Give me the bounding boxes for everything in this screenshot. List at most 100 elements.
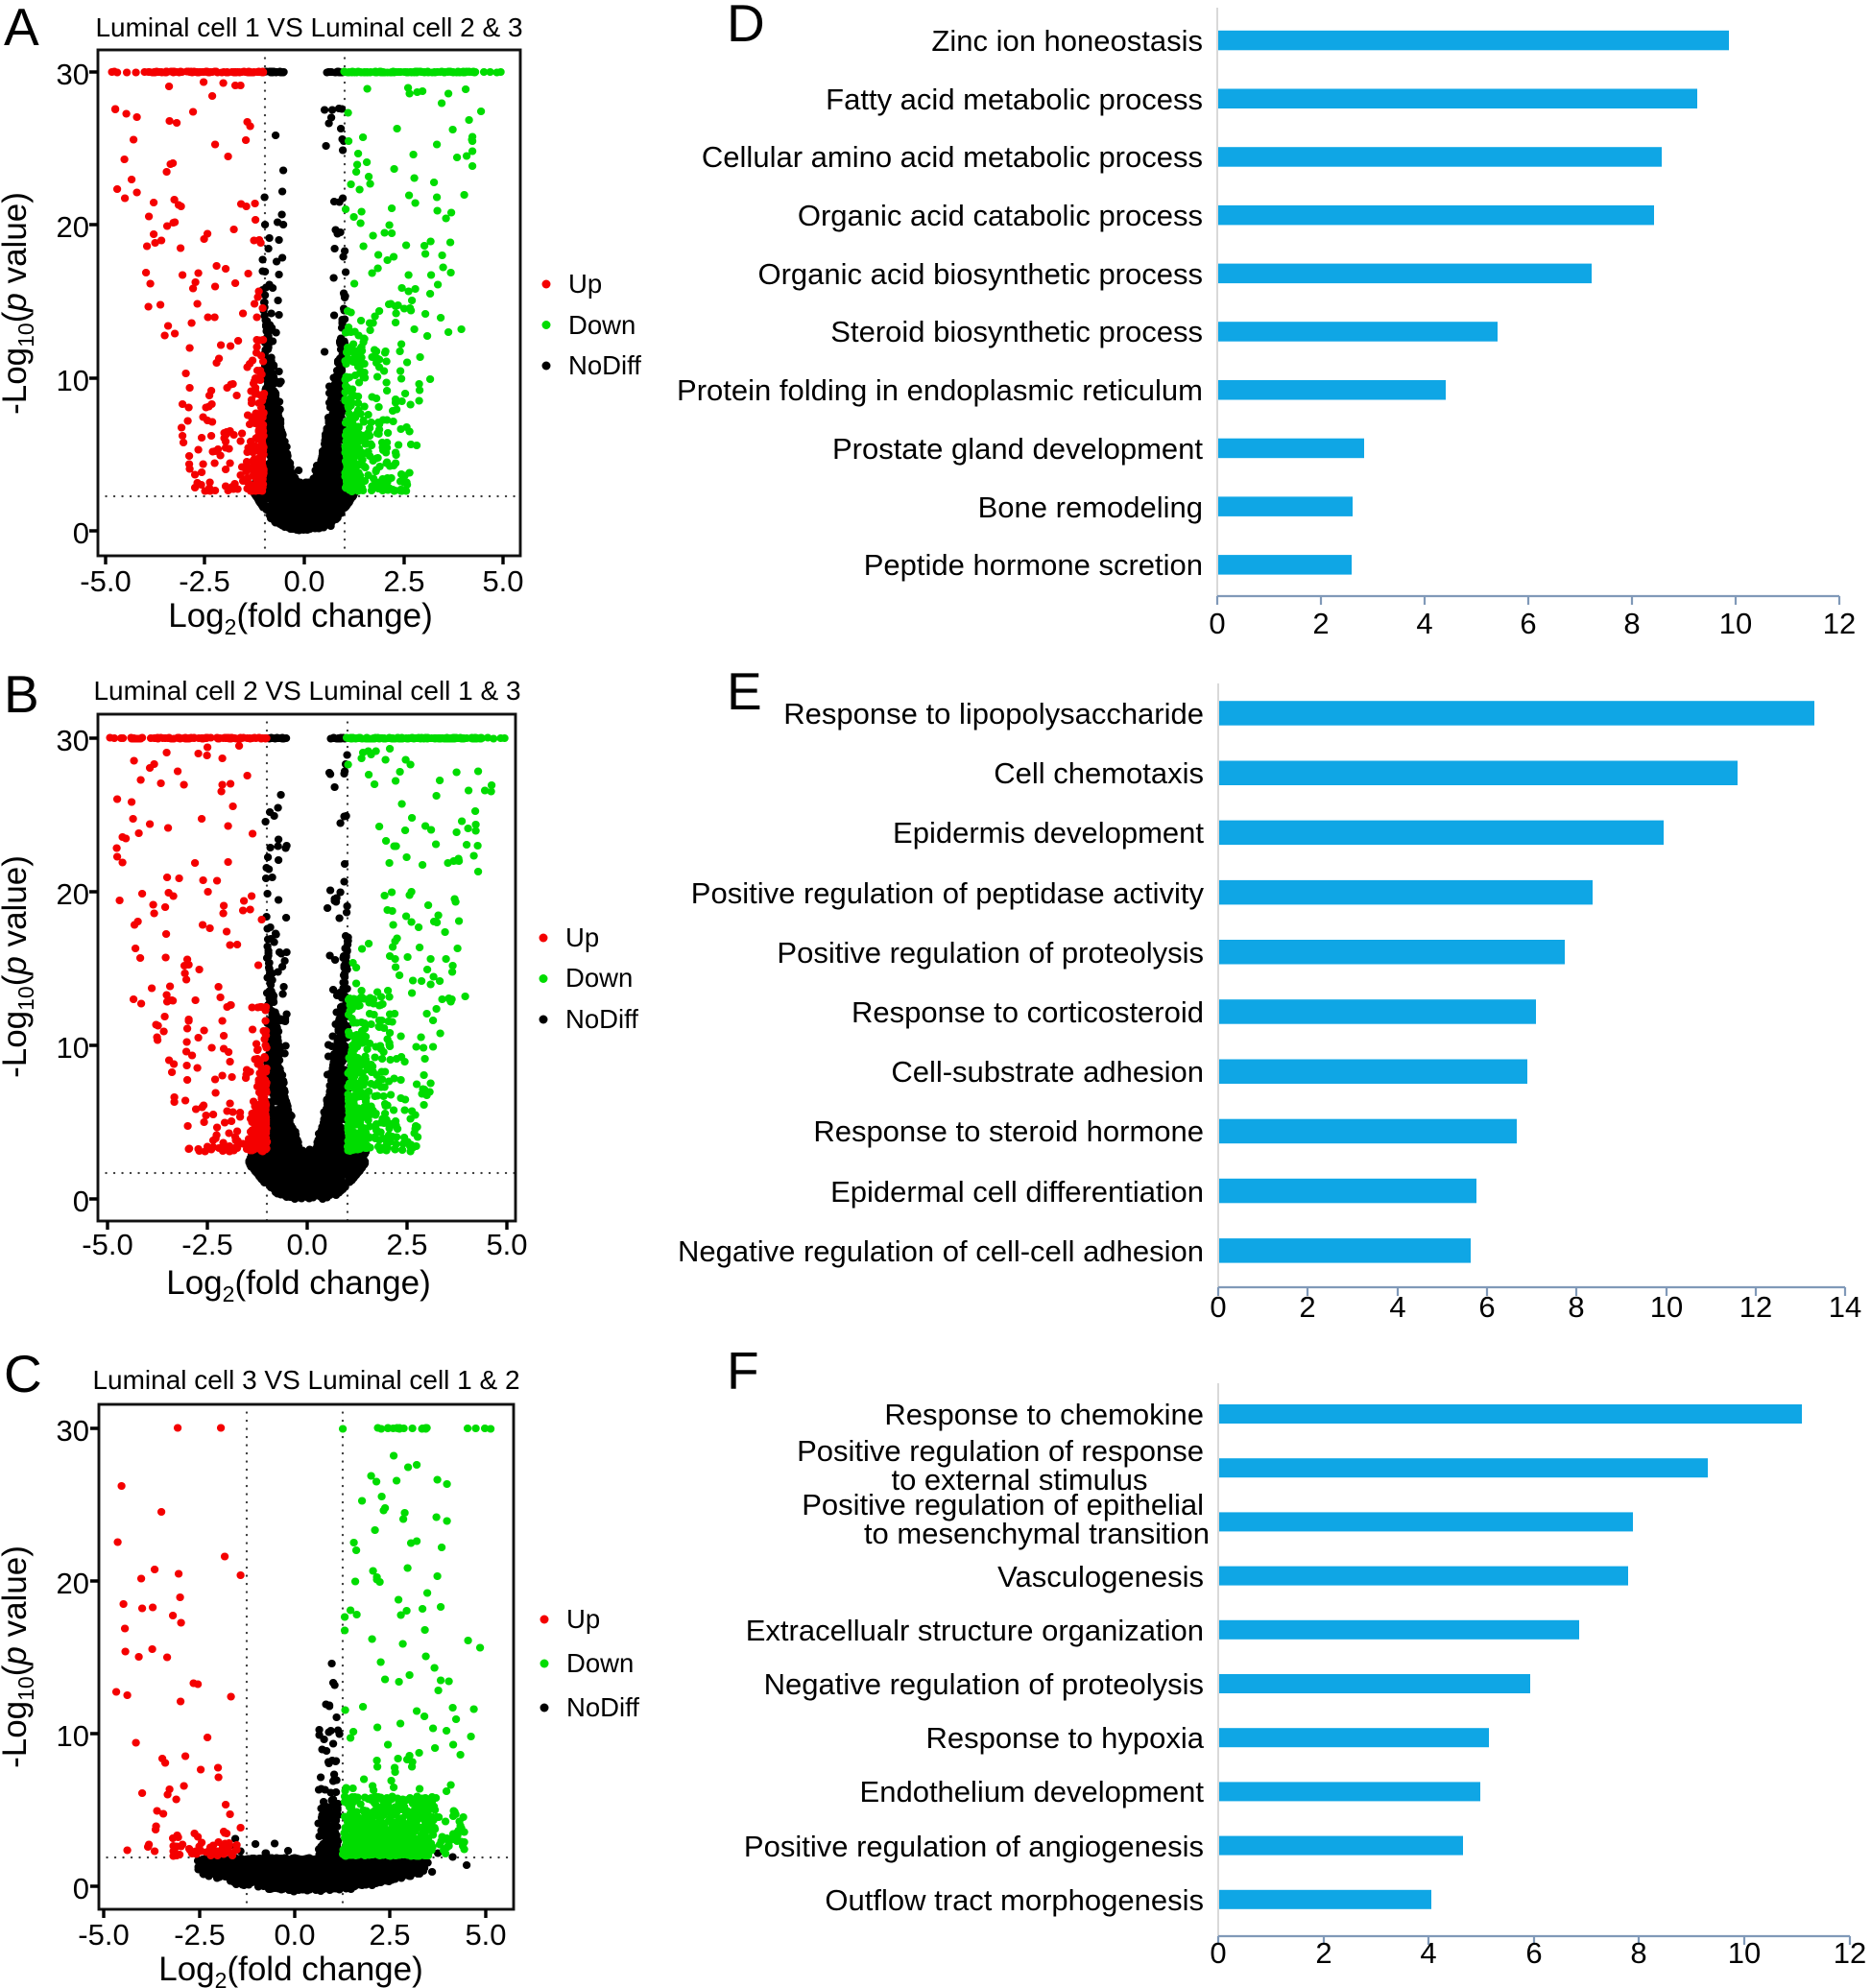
svg-text:Positive regulation of respons: Positive regulation of response (797, 1434, 1204, 1468)
svg-text:30: 30 (57, 724, 89, 757)
svg-text:6: 6 (1520, 607, 1536, 640)
svg-text:-5.0: -5.0 (80, 564, 131, 598)
svg-text:0.0: 0.0 (283, 564, 324, 598)
svg-text:NoDiff: NoDiff (568, 350, 641, 380)
svg-text:14: 14 (1829, 1290, 1861, 1324)
svg-text:Log2(fold change): Log2(fold change) (166, 1264, 431, 1306)
svg-text:5.0: 5.0 (465, 1918, 506, 1952)
svg-text:-2.5: -2.5 (181, 1228, 232, 1261)
svg-text:8: 8 (1623, 607, 1640, 640)
svg-text:Cell-substrate adhesion: Cell-substrate adhesion (891, 1055, 1204, 1089)
svg-text:Positive regulation of proteol: Positive regulation of proteolysis (777, 936, 1204, 970)
svg-text:E: E (727, 661, 762, 721)
svg-text:2.5: 2.5 (386, 1228, 427, 1261)
svg-text:-Log10(p value): -Log10(p value) (0, 192, 38, 415)
svg-text:Response to steroid hormone: Response to steroid hormone (813, 1114, 1204, 1148)
svg-text:10: 10 (57, 1719, 89, 1753)
svg-text:10: 10 (1728, 1936, 1761, 1970)
svg-text:2.5: 2.5 (383, 564, 424, 598)
svg-text:-5.0: -5.0 (82, 1228, 132, 1261)
svg-text:-Log10(p value): -Log10(p value) (0, 1545, 38, 1768)
svg-text:30: 30 (57, 1414, 89, 1448)
svg-text:0: 0 (73, 1872, 89, 1905)
svg-text:Positive regulation of epithel: Positive regulation of epithelial (802, 1488, 1204, 1521)
svg-text:Positive regulation of peptida: Positive regulation of peptidase activit… (691, 876, 1205, 910)
svg-text:0.0: 0.0 (274, 1918, 315, 1952)
svg-text:Negative regulation of cell-ce: Negative regulation of cell-cell adhesio… (678, 1234, 1204, 1268)
svg-text:Bone remodeling: Bone remodeling (978, 491, 1203, 524)
svg-text:2: 2 (1312, 607, 1329, 640)
svg-text:Outflow tract morphogenesis: Outflow tract morphogenesis (825, 1883, 1204, 1917)
svg-text:C: C (4, 1344, 42, 1403)
svg-text:20: 20 (57, 877, 89, 911)
svg-text:10: 10 (57, 364, 89, 397)
svg-text:Response to lipopolysaccharide: Response to lipopolysaccharide (783, 697, 1204, 731)
svg-text:Down: Down (565, 963, 633, 993)
svg-text:-2.5: -2.5 (179, 564, 229, 598)
svg-text:D: D (727, 0, 765, 53)
svg-text:4: 4 (1420, 1936, 1436, 1970)
svg-text:8: 8 (1630, 1936, 1646, 1970)
svg-text:Protein folding in endoplasmic: Protein folding in endoplasmic reticulum (677, 373, 1203, 407)
svg-text:F: F (727, 1341, 759, 1401)
svg-text:12: 12 (1823, 607, 1856, 640)
svg-text:5.0: 5.0 (486, 1228, 527, 1261)
svg-text:10: 10 (57, 1031, 89, 1065)
svg-text:12: 12 (1834, 1936, 1866, 1970)
svg-text:Steroid biosynthetic process: Steroid biosynthetic process (830, 315, 1203, 348)
svg-text:2: 2 (1299, 1290, 1315, 1324)
svg-text:0.0: 0.0 (286, 1228, 327, 1261)
svg-text:Organic acid catabolic process: Organic acid catabolic process (798, 199, 1203, 232)
svg-text:Response to hypoxia: Response to hypoxia (925, 1721, 1204, 1755)
svg-text:Luminal cell 2 VS Luminal cell: Luminal cell 2 VS Luminal cell 1 & 3 (93, 676, 520, 706)
svg-text:0: 0 (1209, 607, 1225, 640)
svg-text:Peptide hormone scretion: Peptide hormone scretion (864, 548, 1203, 582)
svg-text:4: 4 (1389, 1290, 1405, 1324)
svg-text:5.0: 5.0 (482, 564, 523, 598)
svg-text:A: A (4, 0, 39, 57)
svg-text:12: 12 (1739, 1290, 1772, 1324)
svg-text:B: B (4, 664, 39, 724)
svg-text:Epidermal cell differentiation: Epidermal cell differentiation (830, 1175, 1204, 1209)
svg-text:4: 4 (1416, 607, 1432, 640)
svg-text:Response to chemokine: Response to chemokine (884, 1398, 1204, 1431)
svg-text:Cell chemotaxis: Cell chemotaxis (994, 756, 1204, 790)
svg-text:Zinc ion honeostasis: Zinc ion honeostasis (931, 24, 1203, 58)
svg-text:Epidermis development: Epidermis development (893, 816, 1204, 850)
svg-text:to mesenchymal transition: to mesenchymal transition (864, 1517, 1210, 1550)
svg-text:6: 6 (1525, 1936, 1542, 1970)
svg-text:-Log10(p value): -Log10(p value) (0, 855, 38, 1078)
svg-text:Log2(fold change): Log2(fold change) (158, 1951, 423, 1988)
svg-text:Up: Up (568, 269, 602, 299)
svg-text:Response to corticosteroid: Response to corticosteroid (852, 995, 1204, 1029)
svg-text:Up: Up (565, 922, 599, 952)
svg-text:20: 20 (57, 210, 89, 244)
svg-text:0: 0 (73, 516, 89, 550)
svg-text:Positive regulation of angioge: Positive regulation of angiogenesis (744, 1830, 1204, 1863)
svg-text:8: 8 (1568, 1290, 1584, 1324)
svg-text:Luminal cell 3 VS Luminal cell: Luminal cell 3 VS Luminal cell 1 & 2 (92, 1365, 519, 1395)
svg-text:0: 0 (73, 1185, 89, 1218)
svg-text:NoDiff: NoDiff (566, 1692, 639, 1722)
svg-text:6: 6 (1478, 1290, 1495, 1324)
svg-text:30: 30 (57, 58, 89, 91)
svg-text:10: 10 (1650, 1290, 1683, 1324)
svg-text:Up: Up (566, 1604, 600, 1634)
svg-text:Organic acid biosynthetic proc: Organic acid biosynthetic process (757, 257, 1203, 291)
svg-text:2: 2 (1315, 1936, 1331, 1970)
svg-text:Down: Down (566, 1648, 634, 1678)
svg-text:10: 10 (1719, 607, 1752, 640)
svg-text:Fatty acid metabolic process: Fatty acid metabolic process (826, 83, 1203, 116)
svg-text:NoDiff: NoDiff (565, 1004, 638, 1034)
svg-text:Extracellualr structure organi: Extracellualr structure organization (746, 1614, 1204, 1647)
svg-text:Negative regulation of proteol: Negative regulation of proteolysis (764, 1667, 1204, 1701)
svg-text:0: 0 (1210, 1290, 1226, 1324)
svg-text:to external stimulus: to external stimulus (891, 1463, 1147, 1497)
svg-text:Vasculogenesis: Vasculogenesis (997, 1560, 1204, 1593)
svg-text:0: 0 (1210, 1936, 1226, 1970)
svg-text:-2.5: -2.5 (174, 1918, 225, 1952)
svg-text:Log2(fold change): Log2(fold change) (168, 597, 433, 639)
svg-text:Prostate gland development: Prostate gland development (832, 432, 1203, 466)
svg-text:Luminal cell 1 VS Luminal cell: Luminal cell 1 VS Luminal cell 2 & 3 (95, 12, 522, 42)
svg-text:Cellular amino acid metabolic: Cellular amino acid metabolic process (702, 140, 1203, 174)
